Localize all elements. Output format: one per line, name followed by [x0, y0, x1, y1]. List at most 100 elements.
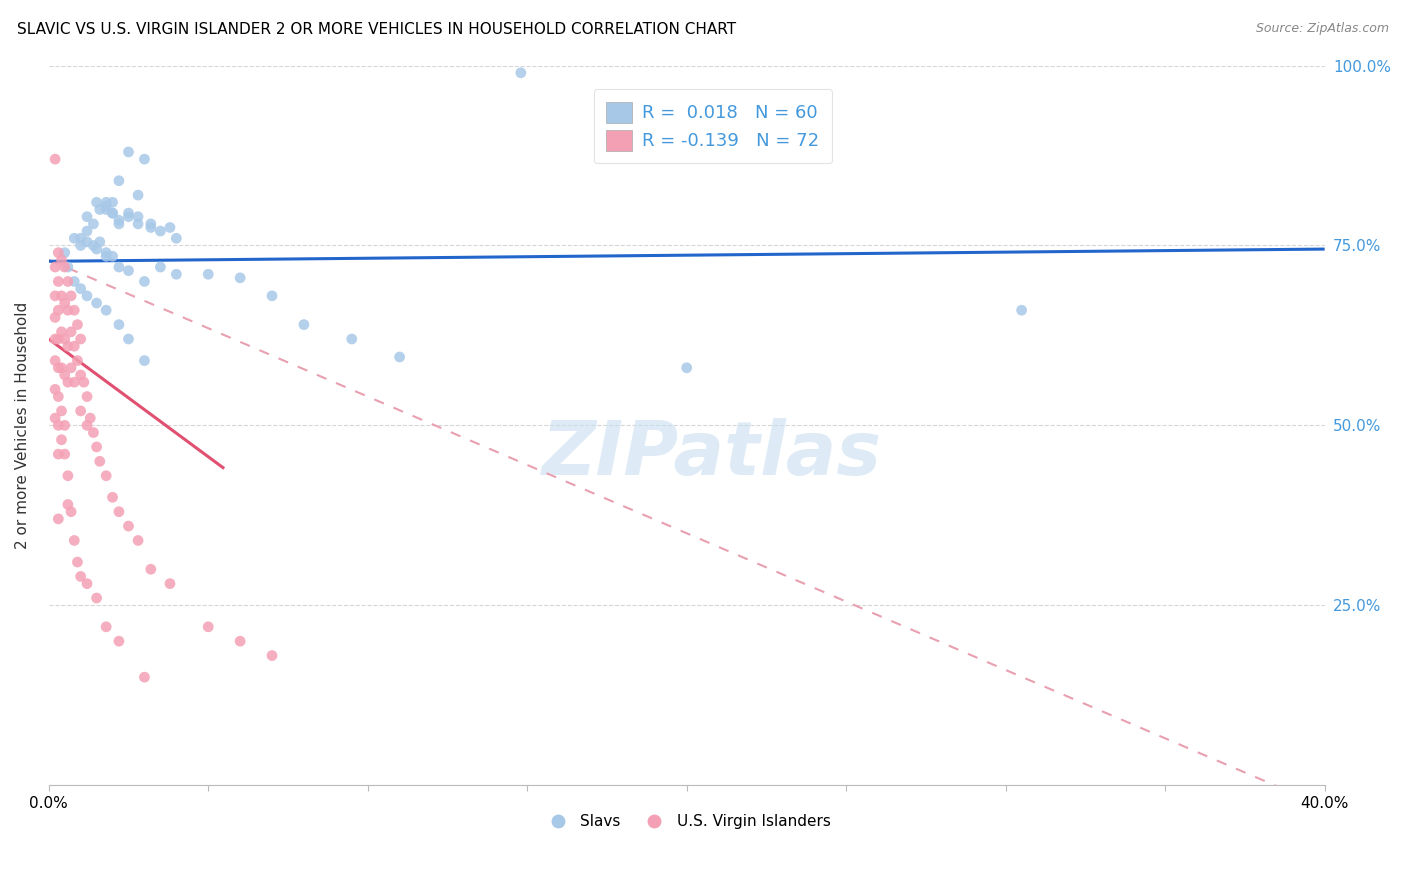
Point — [56, 339, 79, 353]
Point — [101, 206, 124, 220]
Point — [139, 220, 162, 235]
Point — [44, 152, 66, 166]
Point — [53, 332, 76, 346]
Point — [134, 353, 156, 368]
Point — [127, 210, 149, 224]
Point — [63, 231, 86, 245]
Point — [86, 440, 108, 454]
Point — [96, 199, 118, 213]
Point — [108, 634, 131, 648]
Point — [675, 360, 697, 375]
Point — [51, 252, 73, 267]
Point — [56, 468, 79, 483]
Point — [108, 260, 131, 274]
Point — [159, 576, 181, 591]
Point — [96, 468, 118, 483]
Point — [117, 206, 139, 220]
Point — [96, 620, 118, 634]
Point — [117, 332, 139, 346]
Point — [127, 217, 149, 231]
Point — [44, 411, 66, 425]
Point — [56, 375, 79, 389]
Point — [117, 145, 139, 159]
Point — [44, 383, 66, 397]
Text: Source: ZipAtlas.com: Source: ZipAtlas.com — [1256, 22, 1389, 36]
Point — [66, 555, 89, 569]
Point — [96, 195, 118, 210]
Point — [44, 310, 66, 325]
Text: SLAVIC VS U.S. VIRGIN ISLANDER 2 OR MORE VEHICLES IN HOUSEHOLD CORRELATION CHART: SLAVIC VS U.S. VIRGIN ISLANDER 2 OR MORE… — [17, 22, 735, 37]
Point — [117, 519, 139, 533]
Point — [60, 360, 83, 375]
Point — [46, 245, 69, 260]
Point — [44, 332, 66, 346]
Point — [108, 174, 131, 188]
Point — [165, 231, 187, 245]
Point — [96, 202, 118, 217]
Point — [76, 224, 98, 238]
Point — [69, 569, 91, 583]
Point — [197, 620, 219, 634]
Legend: Slavs, U.S. Virgin Islanders: Slavs, U.S. Virgin Islanders — [536, 808, 838, 835]
Point — [69, 332, 91, 346]
Point — [66, 353, 89, 368]
Point — [388, 350, 411, 364]
Point — [76, 289, 98, 303]
Point — [292, 318, 315, 332]
Point — [46, 332, 69, 346]
Point — [149, 260, 172, 274]
Point — [260, 289, 283, 303]
Point — [76, 418, 98, 433]
Point — [101, 491, 124, 505]
Point — [44, 353, 66, 368]
Point — [139, 217, 162, 231]
Point — [101, 206, 124, 220]
Point — [159, 220, 181, 235]
Point — [86, 242, 108, 256]
Point — [139, 562, 162, 576]
Point — [117, 263, 139, 277]
Point — [63, 275, 86, 289]
Point — [76, 576, 98, 591]
Point — [46, 360, 69, 375]
Point — [76, 210, 98, 224]
Point — [63, 339, 86, 353]
Point — [69, 368, 91, 382]
Point — [260, 648, 283, 663]
Y-axis label: 2 or more Vehicles in Household: 2 or more Vehicles in Household — [15, 301, 30, 549]
Point — [127, 188, 149, 202]
Point — [46, 275, 69, 289]
Point — [101, 249, 124, 263]
Point — [63, 375, 86, 389]
Point — [134, 152, 156, 166]
Point — [73, 375, 96, 389]
Point — [53, 245, 76, 260]
Point — [53, 260, 76, 274]
Point — [69, 404, 91, 418]
Point — [66, 318, 89, 332]
Point — [134, 670, 156, 684]
Point — [197, 267, 219, 281]
Point — [509, 66, 531, 80]
Point — [69, 238, 91, 252]
Point — [51, 404, 73, 418]
Point — [127, 533, 149, 548]
Point — [60, 505, 83, 519]
Point — [82, 217, 104, 231]
Point — [86, 195, 108, 210]
Point — [89, 202, 111, 217]
Point — [86, 591, 108, 605]
Point — [60, 289, 83, 303]
Point — [46, 390, 69, 404]
Point — [44, 289, 66, 303]
Point — [89, 454, 111, 468]
Text: ZIPatlas: ZIPatlas — [543, 417, 882, 491]
Point — [96, 245, 118, 260]
Point — [53, 296, 76, 310]
Point — [96, 249, 118, 263]
Point — [51, 360, 73, 375]
Point — [76, 390, 98, 404]
Point — [53, 447, 76, 461]
Point — [60, 325, 83, 339]
Point — [165, 267, 187, 281]
